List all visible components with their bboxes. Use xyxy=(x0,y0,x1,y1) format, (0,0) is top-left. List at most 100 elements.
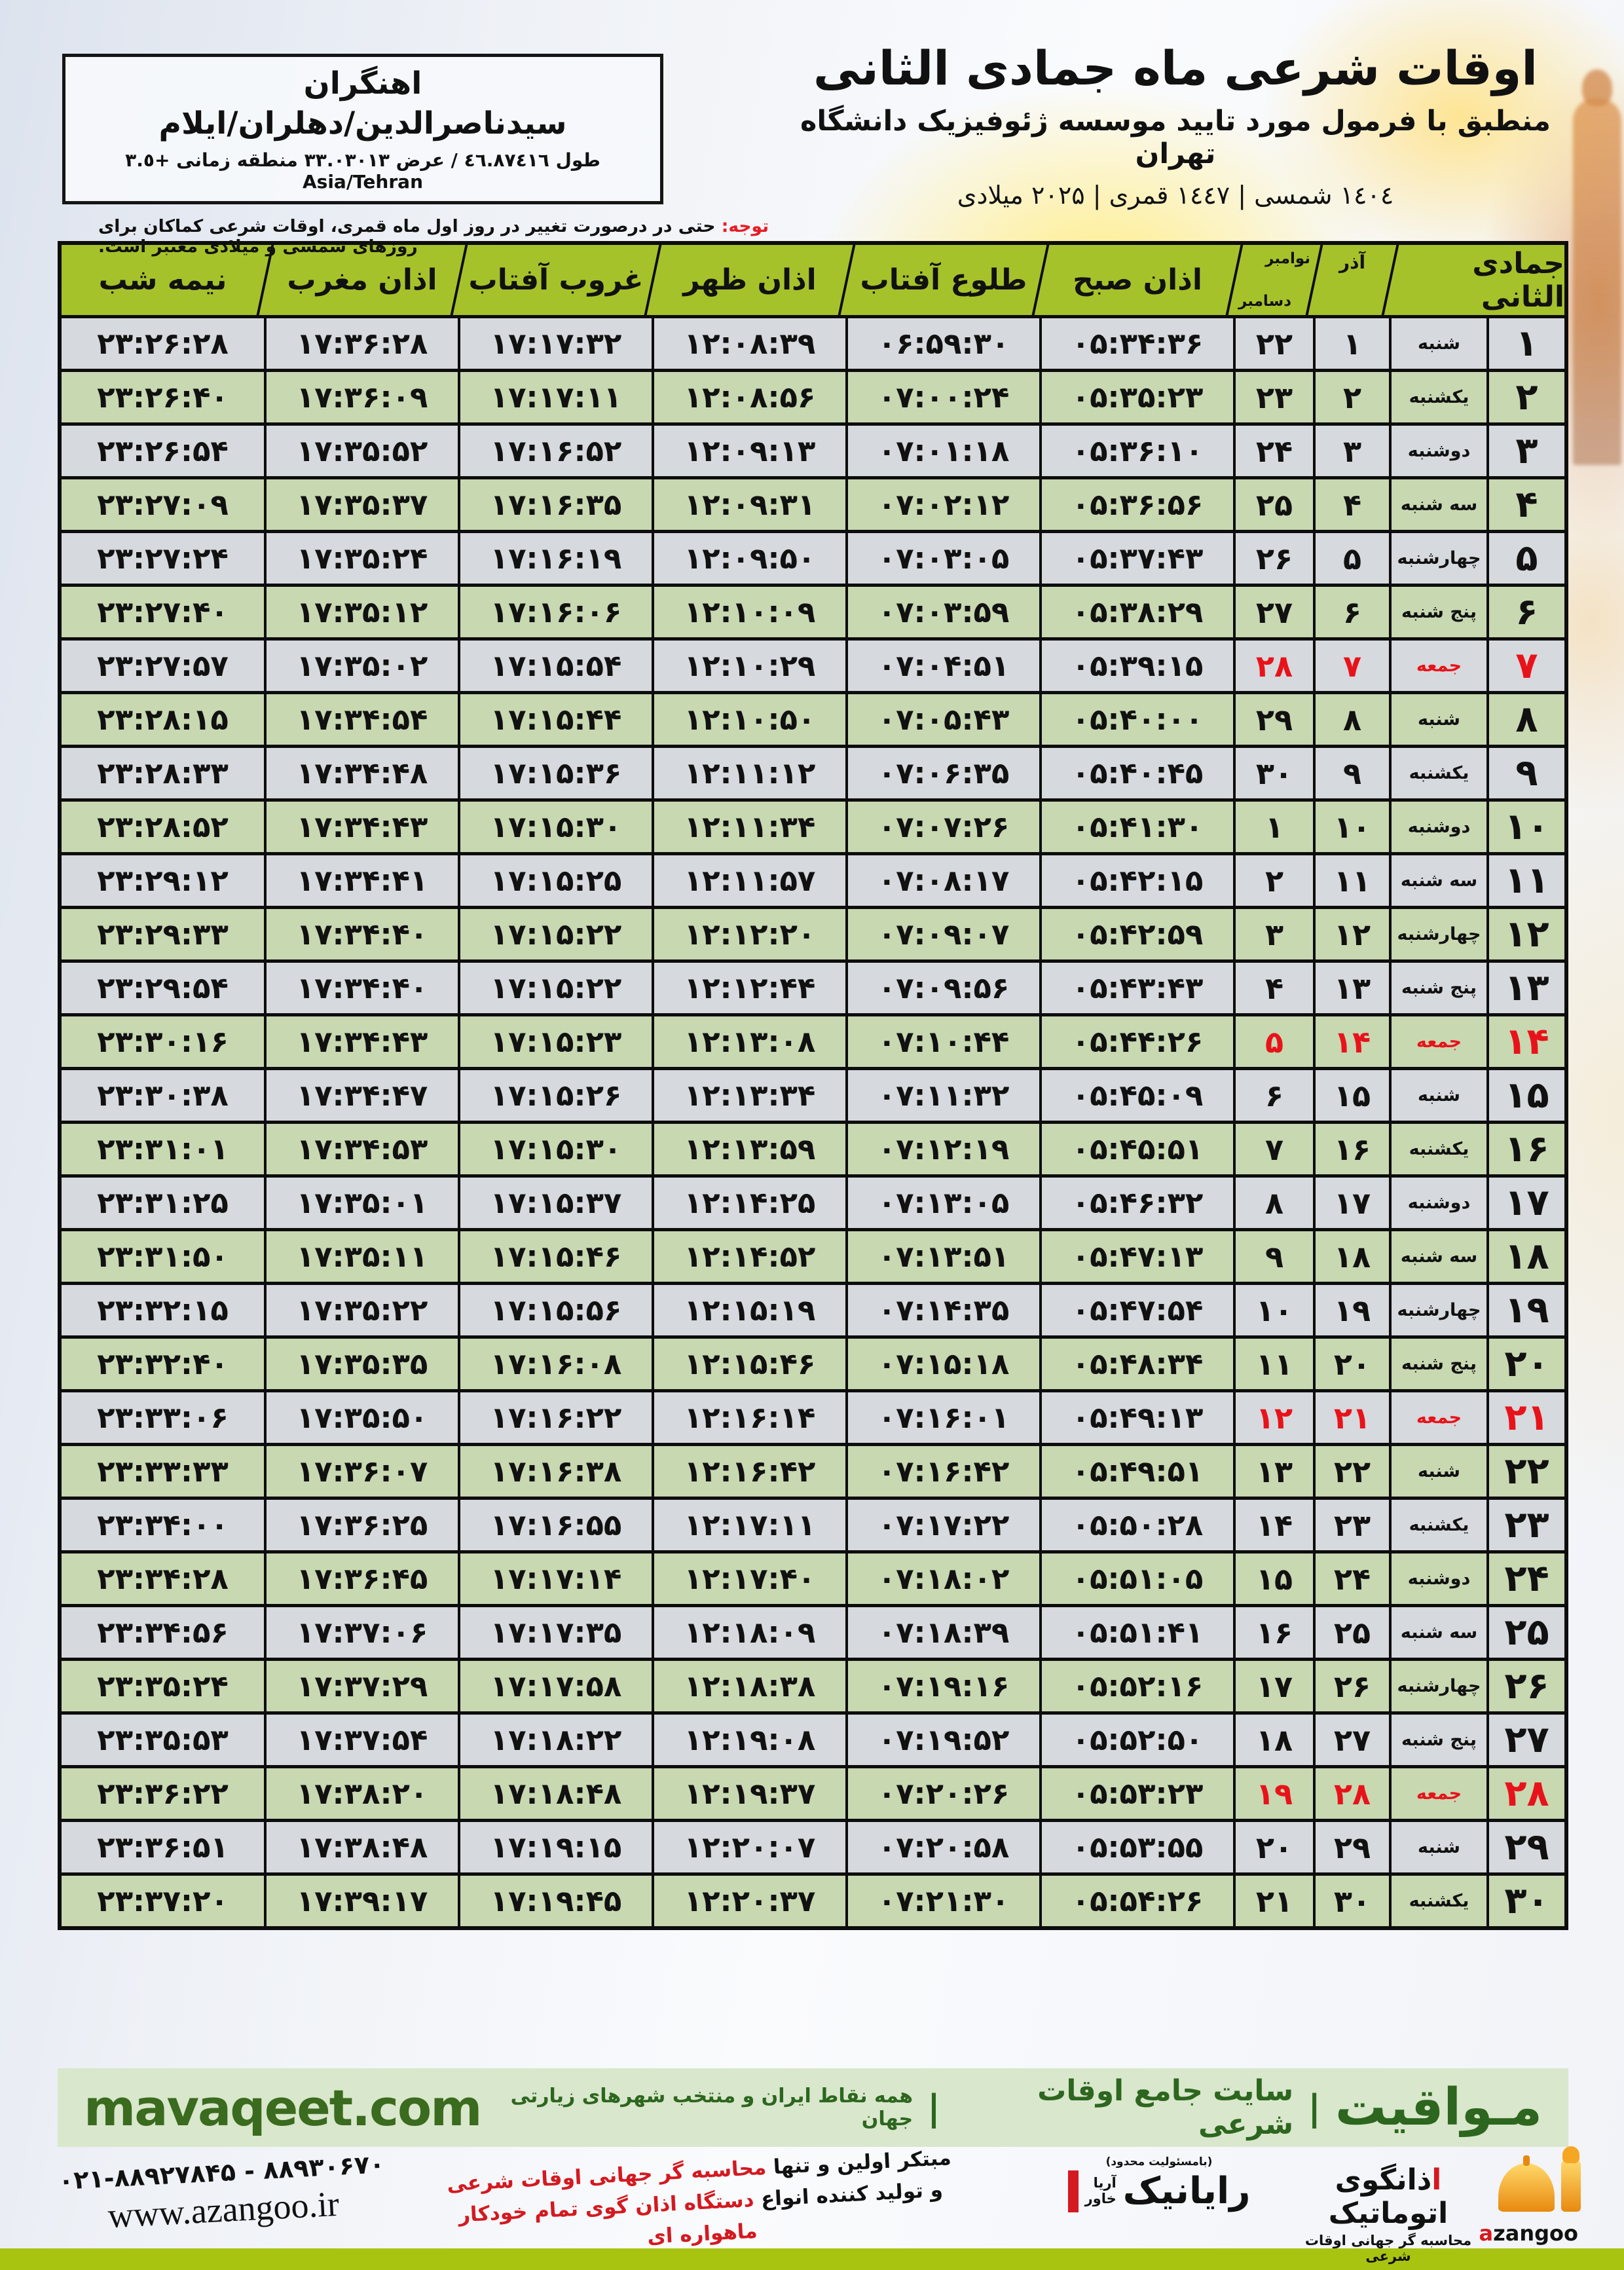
jumada-day-number: ۵ xyxy=(1489,533,1564,584)
slogan-line-1-black: مبتکر اولین و تنها xyxy=(766,2146,952,2180)
maghrib-time: ۱۷:۳۸:۲۰ xyxy=(267,1768,458,1819)
maghrib-time: ۱۷:۳۵:۲۲ xyxy=(267,1285,458,1335)
rayanik-red-bar xyxy=(1067,2170,1079,2212)
fajr-time: ۰۵:۴۴:۲۶ xyxy=(1042,1016,1233,1067)
midnight-time: ۲۳:۳۱:۲۵ xyxy=(62,1178,264,1228)
dhuhr-time: ۱۲:۱۴:۲۵ xyxy=(654,1178,845,1228)
azar-day-number: ۲۵ xyxy=(1316,1607,1389,1658)
gregorian-day-number: ۳ xyxy=(1236,909,1313,959)
fajr-time: ۰۵:۵۱:۰۵ xyxy=(1042,1554,1233,1604)
jumada-day-number: ۲۱ xyxy=(1489,1392,1564,1443)
midnight-time: ۲۳:۲۶:۴۰ xyxy=(62,372,264,422)
dhuhr-time: ۱۲:۱۶:۱۴ xyxy=(654,1392,845,1443)
dhuhr-time: ۱۲:۱۱:۱۲ xyxy=(654,748,845,798)
midnight-time: ۲۳:۳۱:۵۰ xyxy=(62,1231,264,1282)
fajr-time: ۰۵:۴۵:۰۹ xyxy=(1042,1070,1233,1121)
location-name: اهنگران xyxy=(303,65,422,102)
azangoo-title-text: ذانگوی اتوماتیک xyxy=(1328,2163,1449,2230)
midnight-time: ۲۳:۳۵:۲۴ xyxy=(62,1661,264,1711)
column-header-november: نوامبر xyxy=(1265,250,1310,267)
gregorian-day-number: ۲۸ xyxy=(1236,641,1313,691)
jumada-day-number: ۳۰ xyxy=(1489,1876,1564,1926)
gregorian-day-number: ۳۰ xyxy=(1236,748,1313,798)
sunset-time: ۱۷:۱۷:۵۸ xyxy=(460,1661,652,1711)
sunset-time: ۱۷:۱۵:۲۳ xyxy=(460,1016,652,1067)
producer-slogan: مبتکر اولین و تنها محاسبه گر جهانی اوقات… xyxy=(417,2141,984,2265)
sunset-time: ۱۷:۱۶:۵۲ xyxy=(460,426,652,476)
midnight-time: ۲۳:۳۴:۲۸ xyxy=(62,1554,264,1604)
maghrib-time: ۱۷:۳۷:۵۴ xyxy=(267,1715,458,1765)
fajr-time: ۰۵:۳۶:۱۰ xyxy=(1042,426,1233,476)
maghrib-time: ۱۷:۳۴:۵۳ xyxy=(267,1124,458,1174)
sunrise-time: ۰۷:۰۵:۴۳ xyxy=(848,694,1039,745)
gregorian-day-number: ۲۰ xyxy=(1236,1822,1313,1872)
jumada-day-number: ۸ xyxy=(1489,694,1564,745)
dhuhr-time: ۱۲:۲۰:۰۷ xyxy=(654,1822,845,1872)
jumada-day-number: ۲۰ xyxy=(1489,1339,1564,1389)
weekday-name: سه شنبه xyxy=(1392,479,1486,530)
jumada-day-number: ۲۲ xyxy=(1489,1446,1564,1497)
maghrib-time: ۱۷:۳۵:۳۷ xyxy=(267,479,458,530)
midnight-time: ۲۳:۳۲:۴۰ xyxy=(62,1339,264,1389)
dhuhr-time: ۱۲:۱۳:۰۸ xyxy=(654,1016,845,1067)
mavaqeet-tagline-1: سایت جامع اوقات شرعی xyxy=(1037,2074,1294,2141)
dhuhr-time: ۱۲:۱۰:۰۹ xyxy=(654,587,845,637)
azar-day-number: ۲۴ xyxy=(1316,1554,1389,1604)
gregorian-day-number: ۲۱ xyxy=(1236,1876,1313,1926)
sunrise-time: ۰۷:۰۲:۱۲ xyxy=(848,479,1039,530)
column-header-maghrib: اذان مغرب xyxy=(267,245,458,315)
gregorian-day-number: ۶ xyxy=(1236,1070,1313,1121)
maghrib-time: ۱۷:۳۸:۴۸ xyxy=(267,1822,458,1872)
midnight-time: ۲۳:۳۴:۵۶ xyxy=(62,1607,264,1658)
fajr-time: ۰۵:۵۲:۱۶ xyxy=(1042,1661,1233,1711)
dhuhr-time: ۱۲:۱۳:۵۹ xyxy=(654,1124,845,1174)
weekday-name: سه شنبه xyxy=(1392,1231,1486,1282)
dhuhr-time: ۱۲:۱۴:۵۲ xyxy=(654,1231,845,1282)
separator: | xyxy=(927,2087,940,2129)
sunrise-time: ۰۷:۱۵:۱۸ xyxy=(848,1339,1039,1389)
fajr-time: ۰۵:۵۰:۲۸ xyxy=(1042,1500,1233,1550)
fajr-time: ۰۵:۵۱:۴۱ xyxy=(1042,1607,1233,1658)
maghrib-time: ۱۷:۳۵:۰۱ xyxy=(267,1178,458,1228)
midnight-time: ۲۳:۳۴:۰۰ xyxy=(62,1500,264,1550)
gregorian-day-number: ۲۹ xyxy=(1236,694,1313,745)
weekday-name: پنج شنبه xyxy=(1392,587,1486,637)
page-subtitle: منطبق با فرمول مورد تایید موسسه ژئوفیزیک… xyxy=(800,105,1551,170)
sunset-time: ۱۷:۱۵:۵۶ xyxy=(460,1285,652,1335)
jumada-day-number: ۲ xyxy=(1489,372,1564,422)
sunrise-time: ۰۷:۱۱:۳۲ xyxy=(848,1070,1039,1121)
calendar-years: ١٤٠٤ شمسی | ١٤٤٧ قمری | ۲۰۲۵ میلادی xyxy=(957,181,1394,210)
gregorian-day-number: ۱۷ xyxy=(1236,1661,1313,1711)
azar-day-number: ۲۶ xyxy=(1316,1661,1389,1711)
sunrise-time: ۰۷:۲۱:۳۰ xyxy=(848,1876,1039,1926)
fajr-time: ۰۵:۵۳:۵۵ xyxy=(1042,1822,1233,1872)
weekday-name: سه شنبه xyxy=(1392,1607,1486,1658)
gregorian-day-number: ۲۶ xyxy=(1236,533,1313,584)
fajr-time: ۰۵:۵۲:۵۰ xyxy=(1042,1715,1233,1765)
column-header-sunrise: طلوع آفتاب xyxy=(848,245,1039,315)
table-row: ۱۸ سه شنبه ۱۸ ۹ ۰۵:۴۷:۱۳ ۰۷:۱۳:۵۱ ۱۲:۱۴:… xyxy=(62,1231,1564,1282)
azar-day-number: ۱۴ xyxy=(1316,1016,1389,1067)
fajr-time: ۰۵:۳۹:۱۵ xyxy=(1042,641,1233,691)
fajr-time: ۰۵:۳۴:۳۶ xyxy=(1042,318,1233,369)
location-coordinates: طول ٤٦.٨٧٤١٦ / عرض ٣٣.٠٣٠١٣ منطقه زمانی … xyxy=(125,149,600,193)
dhuhr-time: ۱۲:۱۵:۴۶ xyxy=(654,1339,845,1389)
sunrise-time: ۰۷:۲۰:۲۶ xyxy=(848,1768,1039,1819)
table-row: ۱۲ چهارشنبه ۱۲ ۳ ۰۵:۴۲:۵۹ ۰۷:۰۹:۰۷ ۱۲:۱۲… xyxy=(62,909,1564,959)
fajr-time: ۰۵:۴۷:۱۳ xyxy=(1042,1231,1233,1282)
table-row: ۱۹ چهارشنبه ۱۹ ۱۰ ۰۵:۴۷:۵۴ ۰۷:۱۴:۳۵ ۱۲:۱… xyxy=(62,1285,1564,1335)
dhuhr-time: ۱۲:۰۹:۳۱ xyxy=(654,479,845,530)
sunset-time: ۱۷:۱۹:۴۵ xyxy=(460,1876,652,1926)
azangoo-latin-a: a xyxy=(1479,2221,1494,2246)
dhuhr-time: ۱۲:۰۹:۵۰ xyxy=(654,533,845,584)
midnight-time: ۲۳:۳۰:۱۶ xyxy=(62,1016,264,1067)
dhuhr-time: ۱۲:۱۲:۲۰ xyxy=(654,909,845,959)
dhuhr-time: ۱۲:۰۹:۱۳ xyxy=(654,426,845,476)
maghrib-time: ۱۷:۳۵:۵۲ xyxy=(267,426,458,476)
jumada-day-number: ۲۵ xyxy=(1489,1607,1564,1658)
sunrise-time: ۰۷:۱۳:۵۱ xyxy=(848,1231,1039,1282)
sunrise-time: ۰۷:۰۴:۵۱ xyxy=(848,641,1039,691)
sunset-time: ۱۷:۱۷:۳۲ xyxy=(460,318,652,369)
fajr-time: ۰۵:۵۳:۲۳ xyxy=(1042,1768,1233,1819)
dhuhr-time: ۱۲:۱۷:۴۰ xyxy=(654,1554,845,1604)
